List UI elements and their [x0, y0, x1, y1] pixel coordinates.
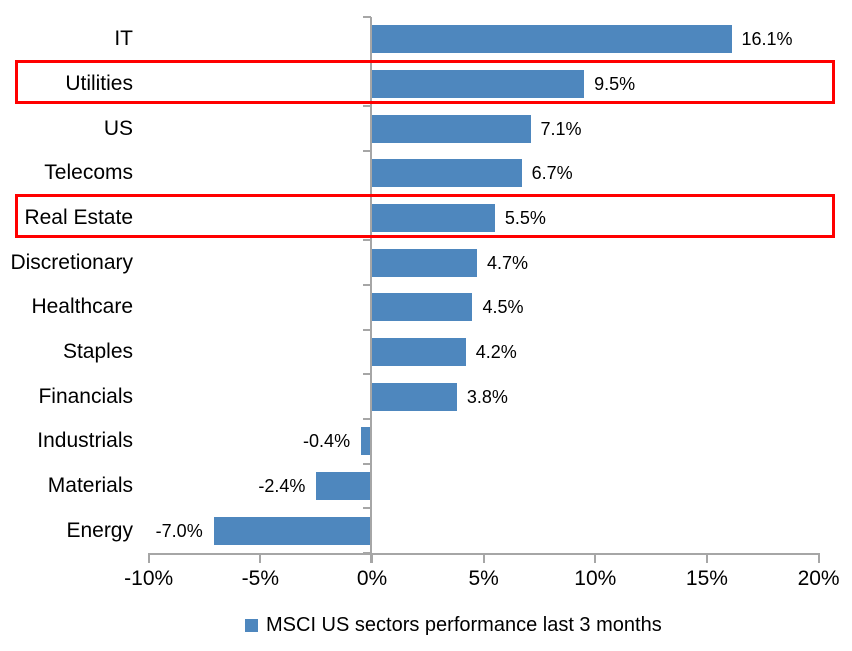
category-label: Financials — [38, 384, 133, 408]
value-label: 16.1% — [741, 29, 793, 50]
bar — [372, 248, 477, 277]
category-label: Healthcare — [31, 295, 133, 319]
x-tick-label: 20% — [797, 567, 840, 590]
category-tick — [363, 239, 371, 242]
category-label: Industrials — [37, 429, 133, 453]
value-label: -7.0% — [155, 520, 203, 541]
category-tick — [363, 551, 371, 554]
x-tick-label: 5% — [468, 567, 499, 590]
value-label: -2.4% — [258, 475, 306, 496]
value-label: 9.5% — [594, 73, 636, 94]
value-label: 6.7% — [531, 163, 573, 184]
x-tick — [371, 555, 373, 563]
bar — [372, 382, 457, 411]
bar — [372, 69, 585, 98]
x-tick-label: -5% — [241, 567, 280, 590]
category-label: IT — [114, 27, 133, 51]
x-tick-label: 10% — [574, 567, 617, 590]
bar — [213, 516, 370, 545]
value-label: 4.7% — [486, 252, 528, 273]
category-tick — [363, 105, 371, 108]
category-label: Discretionary — [10, 250, 133, 274]
bar — [316, 471, 370, 500]
category-label: Real Estate — [24, 205, 133, 229]
value-label: 4.5% — [482, 297, 524, 318]
category-tick — [363, 462, 371, 465]
x-tick — [147, 555, 150, 563]
value-label: 3.8% — [466, 386, 508, 407]
category-tick — [363, 373, 371, 376]
x-tick — [482, 555, 485, 563]
category-tick — [363, 507, 371, 510]
category-tick — [363, 328, 371, 331]
category-label: Telecoms — [44, 161, 133, 185]
value-label: -0.4% — [303, 431, 351, 452]
legend: MSCI US sectors performance last 3 month… — [245, 612, 662, 638]
x-tick-label: 15% — [685, 567, 728, 590]
legend-label: MSCI US sectors performance last 3 month… — [266, 614, 662, 636]
category-label: Energy — [66, 518, 133, 542]
category-tick — [363, 417, 371, 420]
x-tick — [705, 555, 708, 563]
value-label: 7.1% — [540, 118, 582, 139]
bar — [361, 427, 370, 456]
y-axis-line — [370, 17, 372, 563]
bar — [372, 159, 522, 188]
x-tick — [259, 555, 262, 563]
x-tick-label: 0% — [356, 567, 388, 590]
category-tick — [363, 149, 371, 152]
bar — [372, 114, 531, 143]
bar — [372, 203, 495, 232]
bar — [372, 25, 732, 54]
category-label: Staples — [62, 339, 133, 363]
x-tick — [817, 555, 820, 563]
x-tick — [594, 555, 597, 563]
highlight-box — [15, 59, 835, 104]
category-tick — [363, 283, 371, 286]
value-label: 5.5% — [504, 207, 546, 228]
bar — [372, 293, 473, 322]
bar — [372, 337, 466, 366]
category-label: Materials — [47, 473, 133, 497]
category-tick — [363, 16, 371, 18]
x-tick-label: -10% — [124, 567, 174, 590]
value-label: 4.2% — [475, 341, 517, 362]
highlight-box — [15, 193, 835, 238]
x-axis-line — [148, 553, 820, 555]
category-label: US — [103, 116, 133, 140]
legend-marker-icon — [245, 618, 258, 632]
category-label: Utilities — [65, 71, 133, 95]
